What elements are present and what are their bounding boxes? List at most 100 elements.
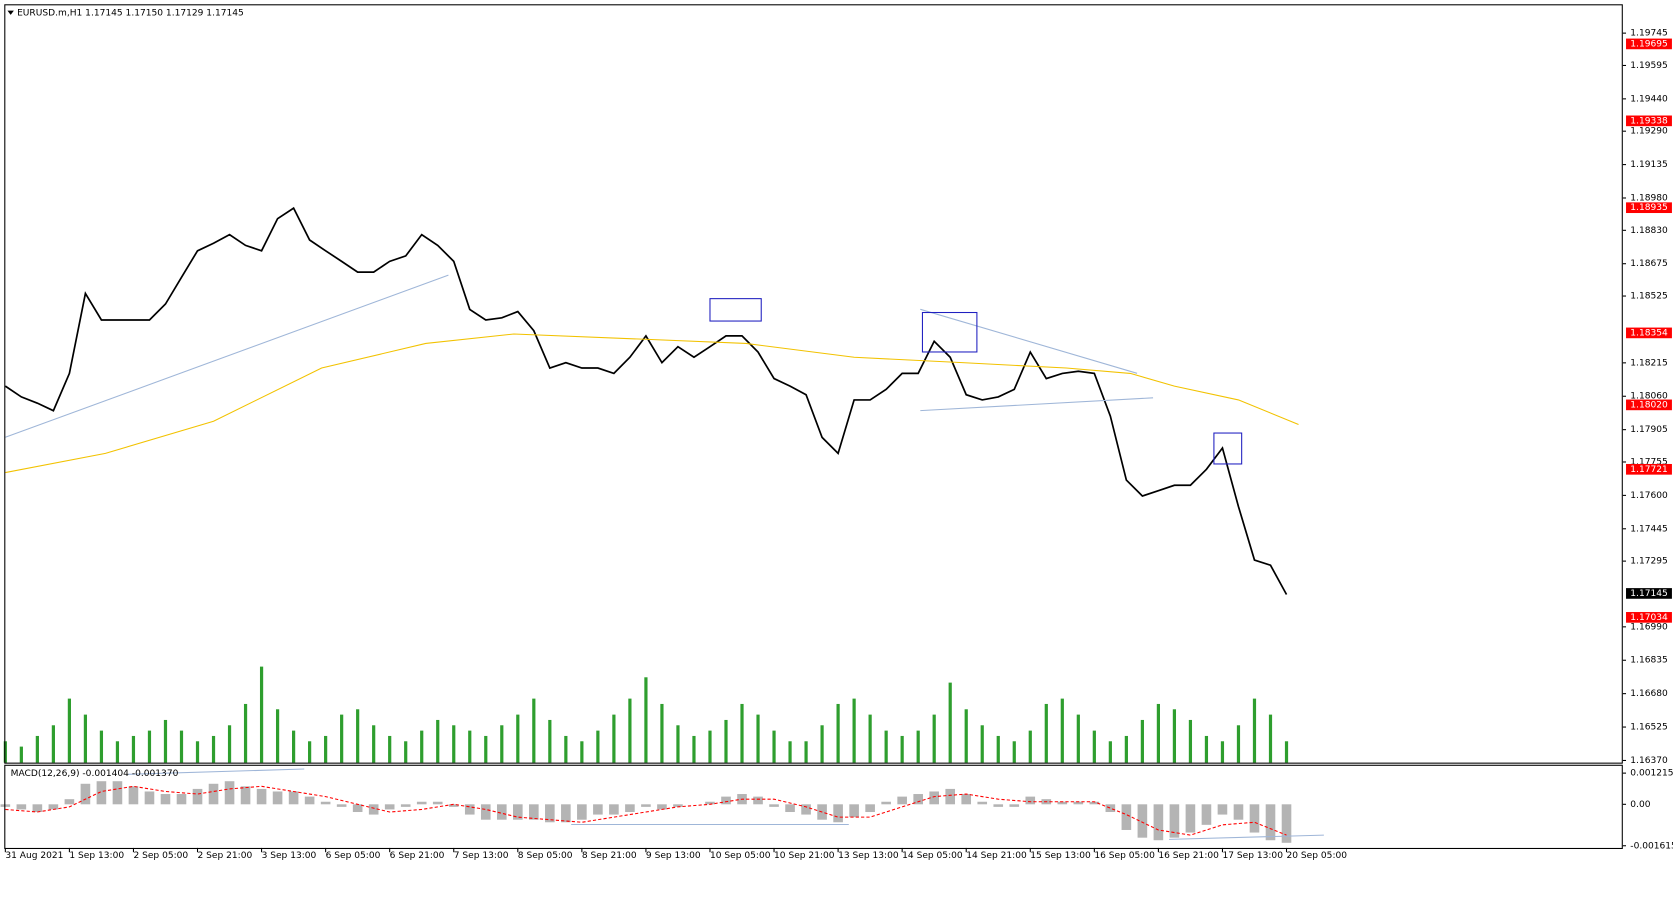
label-layer: 31 Aug 2021 1 Sep 13:00 2 Sep 05:00 2 Sep 2…: [4, 29, 1673, 861]
macd-bar: [673, 804, 683, 807]
menu-arrow[interactable]: [7, 10, 14, 15]
macd-title: MACD(12,26,9) -0.001404 -0.001370: [11, 769, 179, 779]
macd-bar: [1137, 804, 1148, 838]
volume-bar: [436, 719, 440, 763]
trend-line: [128, 768, 305, 775]
volume-bar: [628, 698, 632, 763]
macd-bar: [1169, 804, 1180, 838]
volume-bar: [820, 725, 824, 763]
x-tick-label: 6 Sep 21:00: [390, 851, 445, 861]
macd-bar: [977, 801, 988, 805]
macd-bar: [304, 796, 315, 805]
volume-bar: [788, 741, 792, 763]
y-tick-label: -0.001615: [1630, 841, 1673, 851]
macd-bar: [1217, 804, 1228, 815]
x-tick-label: 13 Sep 13:00: [838, 851, 899, 861]
zone-box: [1213, 432, 1243, 465]
zone-box: [921, 311, 978, 353]
macd-bar: [865, 804, 875, 813]
x-tick-label: 14 Sep 05:00: [902, 851, 963, 861]
macd-bar: [192, 788, 203, 805]
macd-bar: [480, 804, 491, 820]
frames: [4, 4, 1623, 850]
y-tick-label: 0.001215: [1630, 769, 1673, 779]
y-tick-label: 1.18215: [1630, 358, 1668, 368]
volume-bar: [1060, 698, 1064, 763]
macd-bar: [1089, 801, 1100, 805]
y-tick-label: 1.17905: [1630, 425, 1668, 435]
macd-bar: [464, 804, 475, 815]
volume-bar: [83, 714, 88, 763]
macd-bar: [593, 804, 603, 815]
macd-bar: [368, 804, 379, 815]
macd-bar: [1009, 804, 1020, 807]
volume-bar: [1076, 714, 1080, 763]
x-tick-label: 8 Sep 21:00: [582, 851, 637, 861]
macd-bar: [48, 804, 59, 810]
macd-bar: [1025, 796, 1036, 805]
volume-bar: [35, 735, 39, 763]
y-tick-label: 1.18675: [1630, 259, 1668, 269]
x-tick-label: 14 Sep 21:00: [966, 851, 1027, 861]
macd-bar: [561, 804, 571, 823]
macd-bar: [1073, 801, 1084, 805]
macd-bar: [336, 804, 347, 807]
volume-bar: [179, 730, 184, 763]
x-tick-label: 1 Sep 13:00: [69, 851, 124, 861]
volume-bar: [308, 741, 312, 763]
macd-panel-frame: [4, 764, 1623, 850]
macd-bar: [641, 804, 651, 807]
volume-bar: [516, 714, 520, 763]
macd-bar: [1233, 804, 1244, 820]
level-label-box: [1626, 115, 1672, 127]
volume-bar: [836, 703, 840, 763]
macd-bar: [448, 804, 459, 807]
macd-bar: [721, 796, 731, 805]
volume-bar: [356, 709, 360, 763]
macd-bar: [352, 804, 363, 813]
y-tick-label: 1.17295: [1630, 557, 1668, 567]
macd-bar: [320, 801, 331, 805]
volume-bar: [500, 725, 504, 763]
macd-bar: [1265, 804, 1276, 841]
macd-bar: [929, 791, 939, 805]
macd-bar: [80, 783, 91, 805]
macd-bar: [833, 804, 843, 823]
x-tick-label: 2 Sep 05:00: [133, 851, 188, 861]
macd-bar: [657, 804, 667, 810]
volume-bar: [51, 725, 55, 763]
volume-bar: [532, 698, 536, 763]
x-tick-label: 9 Sep 13:00: [646, 851, 701, 861]
volume-bar: [1252, 698, 1257, 763]
x-tick-label: 7 Sep 13:00: [454, 851, 509, 861]
chart-title: EURUSD.m,H1 1.17145 1.17150 1.17129 1.17…: [17, 8, 244, 18]
volume-bar: [564, 735, 568, 763]
macd-bar: [769, 804, 779, 807]
macd-bar: [625, 804, 635, 813]
level-label: 1.18354: [1630, 328, 1668, 338]
volume-bar: [372, 725, 376, 763]
y-tick-label: 1.17755: [1630, 457, 1668, 467]
macd-bar: [144, 791, 155, 805]
volume-bar: [195, 741, 200, 763]
volume-bar: [804, 741, 808, 763]
volume-bar: [1156, 703, 1160, 763]
volume-bar: [980, 725, 984, 763]
level-label-box: [1626, 612, 1672, 623]
volume-bar: [115, 741, 120, 763]
x-tick-label: 15 Sep 13:00: [1030, 851, 1091, 861]
macd-bar: [849, 804, 859, 818]
volume-bar: [964, 709, 968, 763]
volume-bar: [676, 725, 680, 763]
macd-bar: [785, 804, 795, 813]
volume-bar: [740, 703, 744, 763]
volume-bar: [884, 730, 888, 763]
volume-bar: [868, 714, 872, 763]
volume-bar: [932, 714, 936, 763]
volume-bar: [1188, 719, 1193, 763]
volume-bar: [67, 698, 71, 763]
volume-bar: [1140, 719, 1144, 763]
macd-bar: [945, 788, 956, 805]
level-label-box: [1626, 38, 1672, 50]
y-tick-label: 1.19135: [1630, 160, 1668, 170]
